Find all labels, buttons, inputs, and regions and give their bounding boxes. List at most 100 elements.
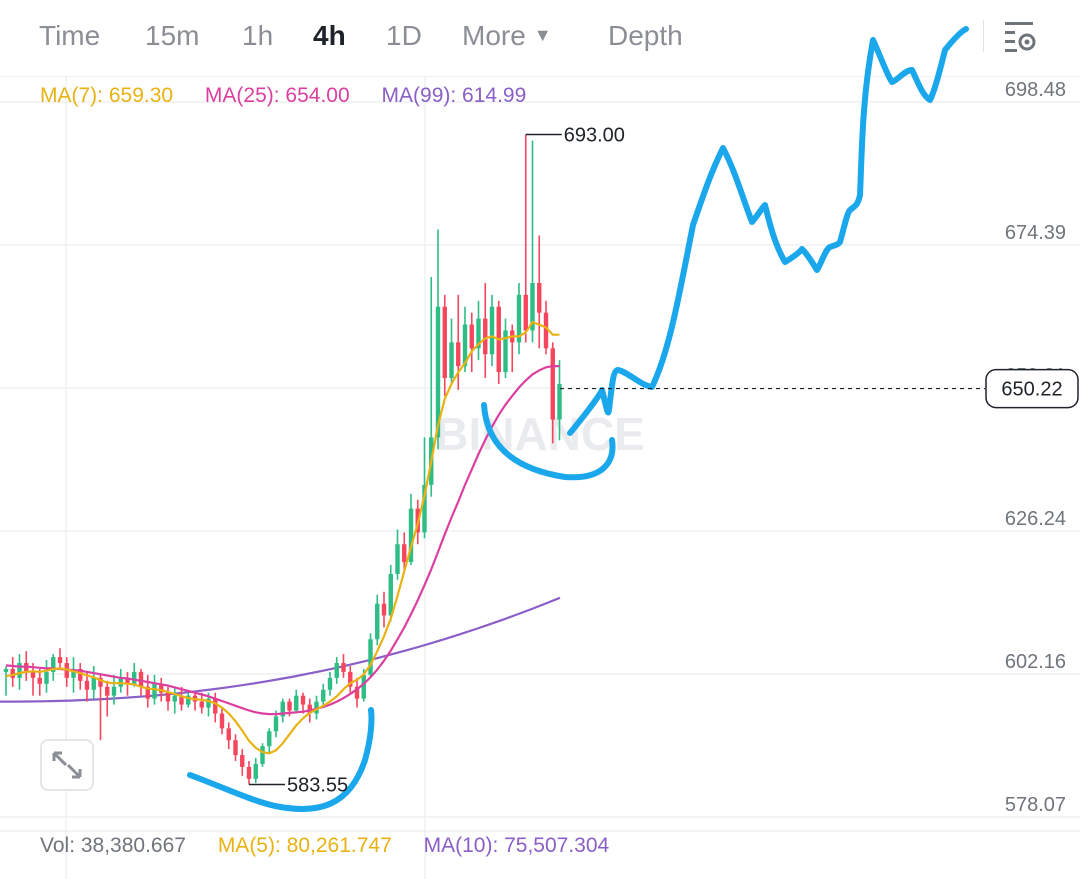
candle-body <box>483 318 488 355</box>
candle-body <box>476 318 481 349</box>
candle-body <box>105 686 110 696</box>
candle-body <box>375 603 380 640</box>
y-tick-label: 698.48 <box>1005 79 1066 101</box>
candle-body <box>132 671 137 684</box>
tab-1h[interactable]: 1h <box>242 20 274 51</box>
tab-15m[interactable]: 15m <box>145 20 200 51</box>
candle-body <box>98 677 103 687</box>
drawn-annotation <box>567 26 969 436</box>
candle-body <box>442 306 447 379</box>
candle-body <box>530 282 535 331</box>
candle-body <box>219 713 225 729</box>
candle-body <box>57 657 63 664</box>
y-tick-label: 602.16 <box>1005 651 1066 673</box>
candle-body <box>240 755 245 767</box>
drawn-annotation <box>481 402 616 481</box>
candle-body <box>253 763 258 779</box>
candle-body <box>422 484 427 533</box>
ma99-legend: MA(99): 614.99 <box>381 84 527 107</box>
candle-body <box>402 544 407 563</box>
candle-body <box>267 731 272 747</box>
candle-body <box>78 668 83 681</box>
ma25-curve <box>5 365 560 716</box>
candle-body <box>152 683 157 699</box>
tab-1d[interactable]: 1D <box>386 20 422 51</box>
candle-body <box>523 294 528 331</box>
candle-body <box>503 330 508 373</box>
candle-body <box>368 639 373 675</box>
candle-body <box>138 671 144 687</box>
candle-body <box>287 701 292 711</box>
candle-body <box>199 701 204 708</box>
candle-body <box>381 603 387 616</box>
ma-legend: MA(7): 659.30 MA(25): 654.00 MA(99): 614… <box>40 84 552 108</box>
candle-body <box>300 695 306 705</box>
candle-body <box>321 689 326 702</box>
candle-body <box>462 324 468 367</box>
tab-time[interactable]: Time <box>39 20 101 51</box>
annotations <box>187 26 969 812</box>
candle-body <box>179 695 184 705</box>
tab-4h[interactable]: 4h <box>313 20 346 51</box>
ma7-curve <box>5 320 560 755</box>
candle-body <box>456 342 461 367</box>
candle-body <box>3 668 9 672</box>
expand-icon <box>52 751 82 779</box>
candle-body <box>361 674 366 699</box>
candle-body <box>280 701 285 717</box>
candle-body <box>395 544 400 574</box>
candle-body <box>84 680 90 690</box>
ma99-line <box>0 596 561 703</box>
candle-body <box>516 294 522 343</box>
tab-more[interactable]: More ▼ <box>462 20 552 52</box>
candle-body <box>37 677 42 684</box>
candle-body <box>327 677 333 690</box>
volume-ma5: MA(5): 80,261.747 <box>217 834 392 857</box>
low-marker-label: 583.55 <box>287 774 348 796</box>
candle-body <box>550 348 555 420</box>
toolbar: Time 15m 1h 4h 1D More ▼ Depth <box>0 0 1080 77</box>
chart-settings-button[interactable] <box>1000 18 1040 58</box>
tab-more-label: More <box>462 20 526 51</box>
y-tick-label: 626.24 <box>1005 508 1066 530</box>
current-price-box <box>985 368 1079 409</box>
candle-body <box>469 324 474 349</box>
y-tick-label: 674.39 <box>1005 222 1066 244</box>
ma99-curve <box>0 596 561 703</box>
candle-body <box>111 686 117 696</box>
candle-body <box>71 668 76 678</box>
candle-body <box>449 342 454 379</box>
candle-body <box>17 663 22 678</box>
candle-body <box>408 508 414 563</box>
candle-body <box>489 306 495 355</box>
candle-body <box>165 692 171 702</box>
y-tick-label: 578.07 <box>1005 794 1066 816</box>
tab-depth[interactable]: Depth <box>608 20 683 51</box>
candle-body <box>44 671 49 684</box>
ma25-legend: MA(25): 654.00 <box>204 84 350 107</box>
volume-value: Vol: 38,380.667 <box>40 834 186 857</box>
settings-icon <box>1005 22 1036 52</box>
candle-body <box>348 671 353 687</box>
candle-body <box>273 716 279 732</box>
candle-body <box>186 695 191 705</box>
ma-lines <box>5 320 560 755</box>
current-price-label: 650.22 <box>1001 379 1062 401</box>
candle-body <box>10 668 15 678</box>
candle-body <box>354 686 360 699</box>
candle-body <box>341 663 346 672</box>
drawn-annotation <box>187 707 375 812</box>
candle-body <box>172 695 177 702</box>
chevron-down-icon: ▼ <box>533 25 552 45</box>
candle-body <box>226 728 231 741</box>
ma7-legend: MA(7): 659.30 <box>40 84 174 107</box>
volume-legend: Vol: 38,380.667 MA(5): 80,261.747 MA(10)… <box>40 834 635 858</box>
candle-body <box>435 306 441 438</box>
candle-body <box>294 695 299 711</box>
candle-body <box>314 701 319 714</box>
candle-body <box>51 657 56 672</box>
fullscreen-button[interactable] <box>40 739 94 791</box>
candle-body <box>233 740 238 756</box>
